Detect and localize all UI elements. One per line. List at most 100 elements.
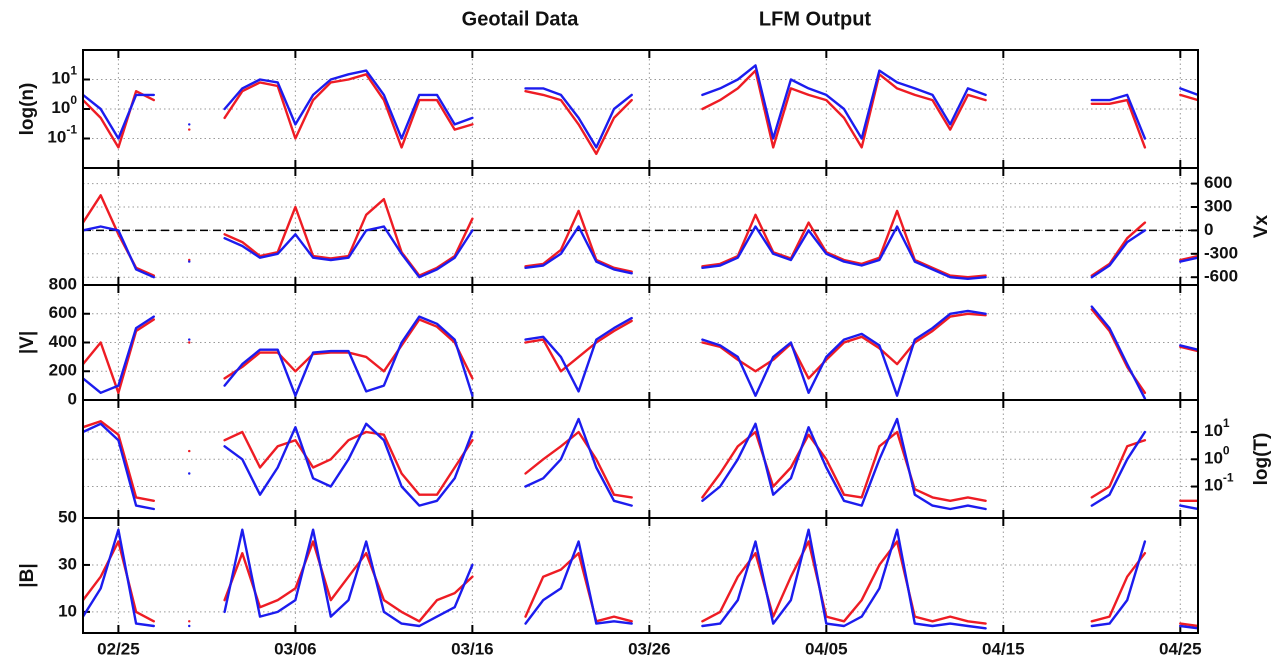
data-trace [1090,93,1147,140]
y-tick-base: 10 [1204,476,1223,495]
x-tick-label: 03/06 [274,639,317,658]
y-tick-label: 10-1 [47,123,77,147]
y-axis-label: Vx [1251,214,1272,238]
y-tick-label: 101 [51,64,77,88]
data-trace [83,315,155,394]
data-trace [83,225,155,279]
y-axis-label: |B| [17,563,38,587]
data-trace [1179,87,1198,97]
data-trace [524,430,633,499]
panel: |B| [17,517,1199,634]
data-trace [223,315,474,397]
data-trace [83,93,155,140]
y-tick-label: 200 [49,361,77,380]
y-tick-label: 50 [58,507,77,526]
y-tick-label: 10 [58,601,77,620]
data-trace [83,422,155,511]
data-trace [701,309,987,397]
legend-entry: Geotail Data [462,8,580,30]
y-tick-exponent: 1 [70,64,77,78]
x-tick-label: 04/05 [805,639,848,658]
y-tick-label: 30 [58,554,77,573]
data-trace [1090,439,1147,499]
data-trace [701,209,987,279]
data-trace [701,312,987,380]
series-group [83,194,1198,280]
y-tick-exponent: 1 [1223,416,1230,430]
series-group [83,528,1198,630]
data-trace [1090,305,1147,400]
y-tick-label: 800 [49,274,77,293]
data-trace [1090,430,1147,507]
data-trace [1090,552,1147,623]
legend-entry: LFM Output [759,8,872,30]
series-group [83,305,1198,400]
data-trace [1090,229,1147,279]
y-tick-exponent: -1 [1223,471,1234,485]
y-tick-label: 400 [49,332,77,351]
y-tick-label: 300 [1204,196,1232,215]
x-tick-label: 04/25 [1159,639,1202,658]
series-group [83,417,1198,511]
y-tick-label: -300 [1204,243,1238,262]
data-trace [701,417,987,511]
data-trace [83,318,155,394]
panel: Vx [82,167,1272,286]
data-trace [223,528,474,628]
data-trace [223,73,474,149]
data-trace [701,64,987,140]
data-trace [701,528,987,630]
data-trace [1090,540,1147,628]
data-trace [83,194,155,277]
data-trace [524,209,633,273]
data-trace [223,69,474,140]
data-trace [83,540,155,623]
data-trace [1179,624,1198,630]
data-trace [524,540,633,625]
y-tick-base: 10 [51,69,70,88]
data-trace [524,417,633,507]
data-trace [524,319,633,373]
y-tick-label: 600 [1204,173,1232,192]
data-trace [1179,622,1198,628]
x-tick-label: 02/25 [97,639,140,658]
x-tick-label: 04/15 [982,639,1025,658]
data-trace [83,420,155,502]
y-tick-label: 100 [51,93,77,117]
series-group [83,64,1198,156]
y-tick-label: 100 [1204,443,1230,467]
x-tick-label: 03/16 [451,639,494,658]
data-trace [1090,221,1147,277]
data-trace [223,422,474,507]
y-tick-exponent: -1 [66,123,77,137]
panel: log(n) [17,49,1199,169]
y-tick-label: 600 [49,303,77,322]
data-trace [223,430,474,496]
data-trace [1090,98,1147,149]
y-tick-base: 10 [1204,422,1223,441]
data-trace [701,225,987,280]
y-tick-label: 101 [1204,416,1230,440]
y-tick-label: 0 [1204,220,1213,239]
y-tick-label: 0 [68,389,77,408]
data-trace [701,69,987,149]
data-trace [524,552,633,623]
x-tick-label: 03/26 [628,639,671,658]
y-axis-label: log(T) [1251,433,1272,486]
data-trace [1179,256,1198,263]
data-trace [1179,93,1198,102]
y-tick-label: 10-1 [1204,471,1234,495]
data-trace [524,316,633,393]
y-tick-base: 10 [51,98,70,117]
panel-frame [82,517,1199,634]
panel: log(T) [82,399,1272,519]
data-trace [524,87,633,149]
data-trace [83,528,155,628]
y-tick-base: 10 [47,128,66,147]
data-trace [1179,344,1198,351]
y-axis-label: log(n) [17,83,38,136]
y-tick-base: 10 [1204,449,1223,468]
data-trace [223,540,474,623]
